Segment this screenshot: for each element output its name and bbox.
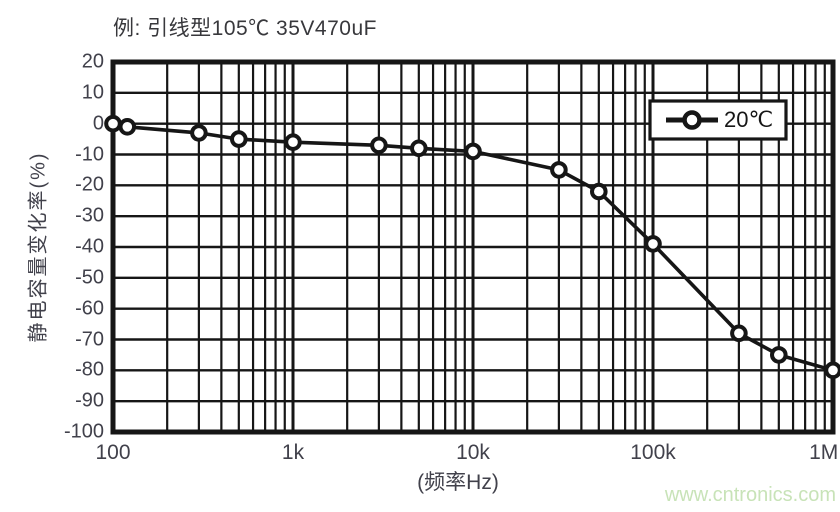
legend-label: 20℃ <box>724 107 773 132</box>
y-tick-label--60: -60 <box>75 297 104 320</box>
x-tick-label-10k: 10k <box>456 441 490 464</box>
x-tick-label-1k: 1k <box>281 441 305 464</box>
y-tick-label--30: -30 <box>75 204 104 227</box>
data-point-100000hz <box>644 235 662 253</box>
y-tick-label-10: 10 <box>81 81 104 104</box>
data-point-300hz <box>190 124 208 142</box>
y-tick-label--70: -70 <box>75 328 104 350</box>
data-point-120hz <box>118 118 137 136</box>
y-tick-label--20: -20 <box>75 173 104 196</box>
y-tick-label--100: -100 <box>63 420 104 443</box>
x-tick-label-100: 100 <box>95 441 131 464</box>
data-point-1000000hz <box>824 361 840 380</box>
data-point-100hz <box>104 114 122 133</box>
data-point-3000hz <box>370 136 388 155</box>
x-tick-label-1M: 1M <box>809 441 839 464</box>
data-point-500hz <box>230 130 248 148</box>
x-tick-label-100k: 100k <box>630 441 676 464</box>
legend-marker-open-circle <box>682 110 702 130</box>
data-point-10000hz <box>464 142 482 161</box>
data-point-5000hz <box>410 139 428 158</box>
y-tick-label-20: 20 <box>81 50 104 73</box>
chart-title: 例: 引线型105℃ 35V470uF <box>113 17 377 40</box>
data-point-300000hz <box>730 324 748 343</box>
y-tick-label--90: -90 <box>75 389 104 412</box>
plot-border <box>110 59 836 435</box>
data-point-30000hz <box>550 161 568 179</box>
x-axis-title: (频率Hz) <box>417 471 499 494</box>
data-point-500000hz <box>770 346 788 364</box>
y-tick-label--50: -50 <box>75 266 104 289</box>
data-point-50000hz <box>590 182 608 201</box>
data-point-1000hz <box>284 133 302 151</box>
y-tick-label-0: 0 <box>92 112 104 135</box>
watermark-text: www.cntronics.com <box>664 484 836 506</box>
y-axis-title: 静电容量变化率(%) <box>27 151 50 343</box>
y-tick-label--10: -10 <box>75 143 104 165</box>
y-tick-label--40: -40 <box>75 235 104 258</box>
y-tick-label--80: -80 <box>75 358 104 381</box>
